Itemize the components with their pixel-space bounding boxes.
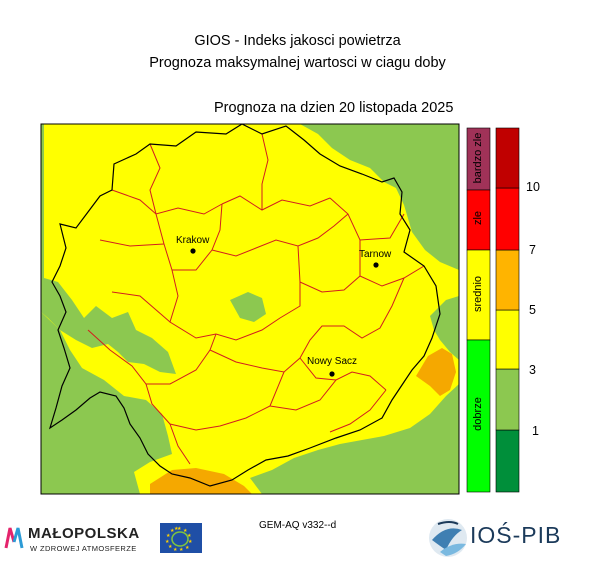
green-zones [41,124,459,494]
category-label-zle: zle [472,210,484,226]
orange-zone-east [416,348,456,396]
green-zone-south [250,384,459,494]
svg-text:★: ★ [188,539,193,545]
scale-tick-1: 1 [532,424,539,438]
green-zone-center [230,292,266,322]
scale-tick-10: 10 [526,180,540,194]
category-bar [466,127,491,493]
svg-text:★: ★ [179,547,184,553]
region-border [48,123,441,487]
scale-band-6 [495,127,520,189]
svg-text:★: ★ [174,526,179,532]
svg-text:★: ★ [187,533,192,539]
svg-text:★: ★ [165,539,170,545]
category-label-dobrze: dobrze [472,397,484,431]
eu-life-logo: ★ ★★ ★★★ ★★★ ★★ ★ [160,523,202,553]
scale-band-5 [495,187,520,251]
svg-text:★: ★ [170,528,175,534]
scale-band-4 [495,249,520,311]
scale-band-1 [495,429,520,493]
scale-band-3 [495,309,520,370]
scale-tick-3: 3 [529,363,536,377]
krakow-marker [190,248,196,254]
scale-band-2 [495,368,520,431]
green-zone-southwest [41,312,172,494]
map-title: GIOS - Indeks jakosci powietrza [194,33,401,49]
green-zone-northeast [300,124,459,270]
category-label-bardzo-zle: bardzo zle [472,132,484,184]
map-subtitle: Prognoza maksymalnej wartosci w ciagu do… [149,55,446,71]
svg-text:★: ★ [183,528,188,534]
ios-pib-name: IOŚ-PIB [470,522,562,548]
svg-text:★: ★ [177,526,182,532]
ios-pib-mark [429,519,467,557]
model-version: GEM-AQ v332--d [259,520,337,531]
green-zone-east [430,296,459,360]
forecast-date: Prognoza na dzien 20 listopada 2025 [214,100,454,116]
county-borders [87,133,425,465]
malopolska-tagline: W ZDROWEJ ATMOSFERZE [30,544,137,553]
malopolska-name: MAŁOPOLSKA [28,525,140,542]
city-label-tarnow: Tarnow [359,249,392,260]
tarnow-marker [373,262,379,268]
city-label-nowy-sacz: Nowy Sacz [307,356,358,367]
city-label-krakow: Krakow [176,235,210,246]
malopolska-mark [4,527,24,549]
scale-tick-5: 5 [529,303,536,317]
index-colorbar [495,127,520,493]
svg-text:★: ★ [173,547,178,553]
malopolska-logo: MAŁOPOLSKA W ZDROWEJ ATMOSFERZE [4,522,154,562]
category-label-srednio: srednio [472,275,484,313]
scale-tick-7: 7 [529,243,536,257]
svg-text:★: ★ [168,544,173,550]
svg-text:★: ★ [185,545,190,551]
nowy-sacz-marker [329,371,335,377]
category-dobrze [466,339,491,493]
svg-text:★: ★ [166,533,171,539]
green-zone-west [41,124,176,374]
